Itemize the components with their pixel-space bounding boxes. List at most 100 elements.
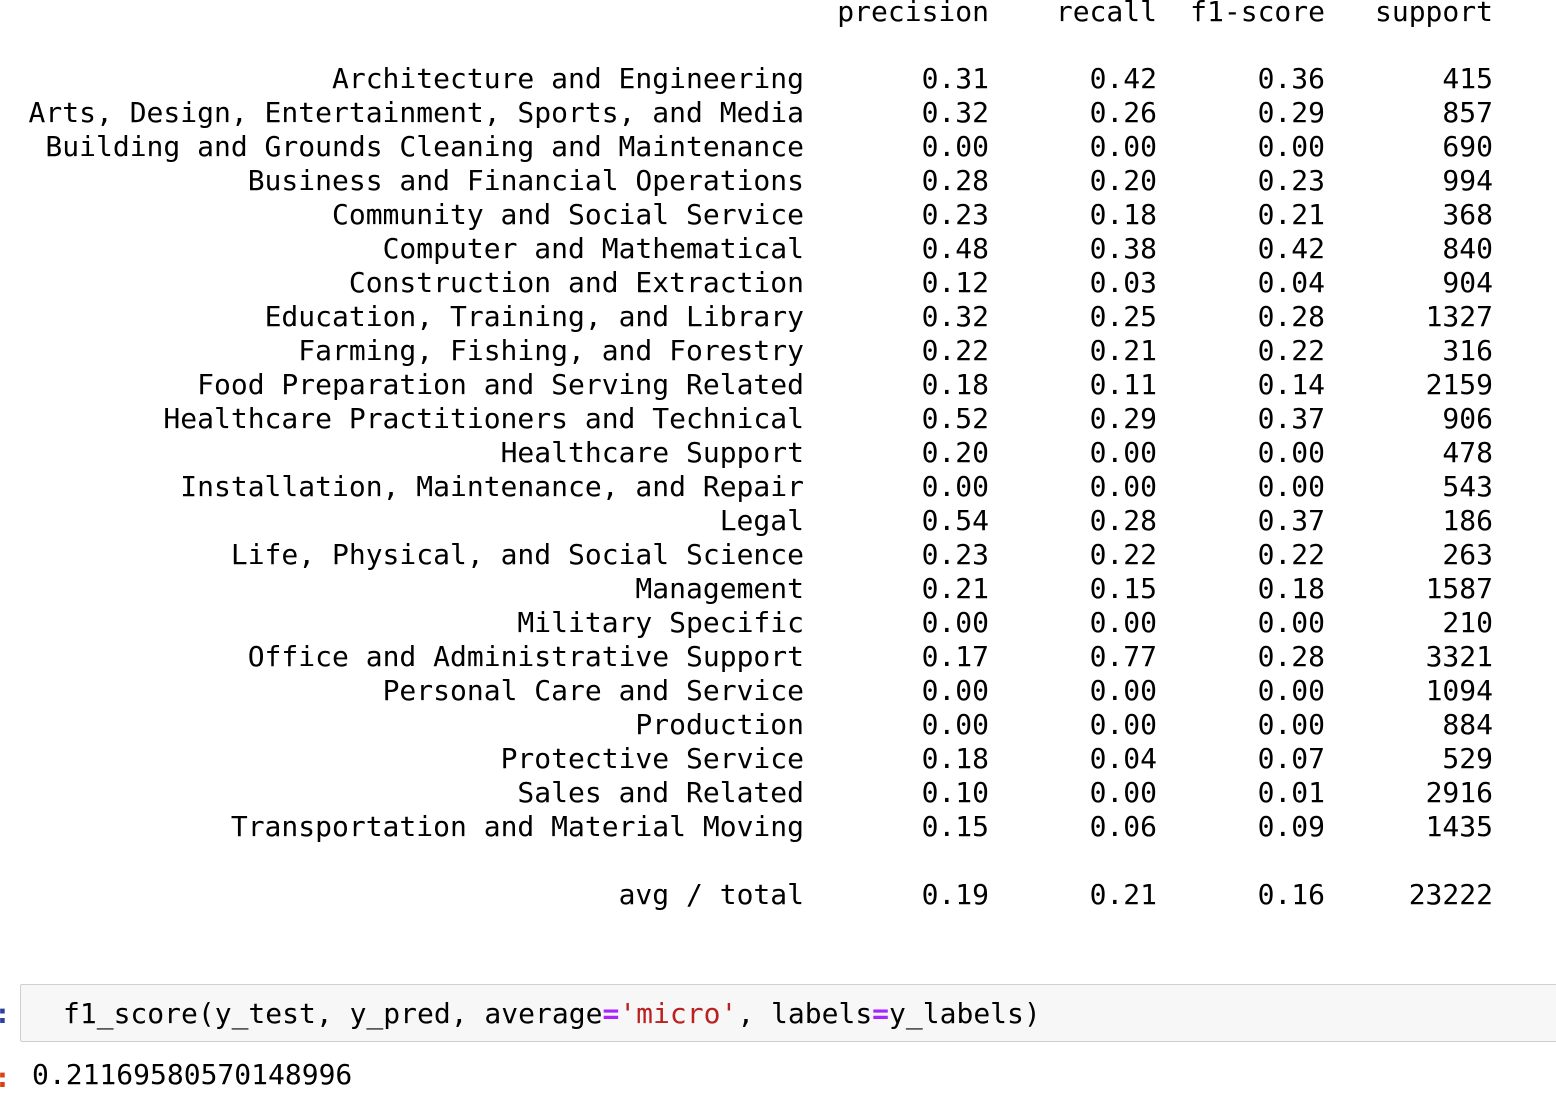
header-f1-score: f1-score <box>1190 0 1325 28</box>
cell-output: 0.21169580570148996 <box>32 1058 353 1091</box>
row-recall: 0.11 <box>1089 368 1157 401</box>
row-support: 2916 <box>1425 776 1493 809</box>
row-recall: 0.00 <box>1089 436 1157 469</box>
code-input-area[interactable]: f1_score(y_test, y_pred, average='micro'… <box>20 984 1556 1042</box>
row-precision: 0.00 <box>921 470 989 503</box>
row-label: Healthcare Support <box>500 436 804 469</box>
row-support: 857 <box>1442 96 1493 129</box>
row-precision: 0.00 <box>921 130 989 163</box>
row-f1-score: 0.01 <box>1257 776 1325 809</box>
header-recall: recall <box>1055 0 1157 28</box>
row-precision: 0.54 <box>921 504 989 537</box>
row-f1-score: 0.23 <box>1257 164 1325 197</box>
row-f1-score: 0.29 <box>1257 96 1325 129</box>
row-support: 1327 <box>1425 300 1493 333</box>
code-token-plain: y_labels) <box>889 997 1041 1030</box>
total-label: avg / total <box>618 878 804 911</box>
row-precision: 0.17 <box>921 640 989 673</box>
row-support: 994 <box>1442 164 1493 197</box>
row-f1-score: 0.18 <box>1257 572 1325 605</box>
row-f1-score: 0.37 <box>1257 402 1325 435</box>
row-recall: 0.00 <box>1089 776 1157 809</box>
row-label: Healthcare Practitioners and Technical <box>163 402 804 435</box>
row-precision: 0.23 <box>921 198 989 231</box>
row-support: 478 <box>1442 436 1493 469</box>
row-f1-score: 0.28 <box>1257 300 1325 333</box>
row-support: 1094 <box>1425 674 1493 707</box>
row-precision: 0.32 <box>921 96 989 129</box>
row-recall: 0.18 <box>1089 198 1157 231</box>
row-label: Architecture and Engineering <box>331 62 804 95</box>
row-recall: 0.25 <box>1089 300 1157 333</box>
row-f1-score: 0.28 <box>1257 640 1325 673</box>
row-label: Farming, Fishing, and Forestry <box>298 334 804 367</box>
row-recall: 0.28 <box>1089 504 1157 537</box>
row-support: 884 <box>1442 708 1493 741</box>
row-f1-score: 0.00 <box>1257 606 1325 639</box>
row-precision: 0.10 <box>921 776 989 809</box>
row-recall: 0.22 <box>1089 538 1157 571</box>
row-support: 1435 <box>1425 810 1493 843</box>
code-line[interactable]: f1_score(y_test, y_pred, average='micro'… <box>63 997 1041 1031</box>
row-recall: 0.00 <box>1089 606 1157 639</box>
row-recall: 0.00 <box>1089 708 1157 741</box>
row-label: Education, Training, and Library <box>264 300 804 333</box>
row-f1-score: 0.09 <box>1257 810 1325 843</box>
row-recall: 0.29 <box>1089 402 1157 435</box>
code-token-plain: f1_score(y_test, y_pred, average <box>63 997 603 1030</box>
header-support: support <box>1374 0 1493 28</box>
row-f1-score: 0.36 <box>1257 62 1325 95</box>
row-precision: 0.00 <box>921 708 989 741</box>
row-support: 186 <box>1442 504 1493 537</box>
row-label: Office and Administrative Support <box>247 640 804 673</box>
row-label: Computer and Mathematical <box>382 232 804 265</box>
row-precision: 0.00 <box>921 674 989 707</box>
row-support: 415 <box>1442 62 1493 95</box>
row-label: Arts, Design, Entertainment, Sports, and… <box>28 96 804 129</box>
row-recall: 0.15 <box>1089 572 1157 605</box>
row-support: 906 <box>1442 402 1493 435</box>
input-prompt: : <box>0 994 6 1034</box>
row-label: Building and Grounds Cleaning and Mainte… <box>45 130 804 163</box>
row-precision: 0.31 <box>921 62 989 95</box>
row-precision: 0.22 <box>921 334 989 367</box>
row-precision: 0.52 <box>921 402 989 435</box>
row-f1-score: 0.37 <box>1257 504 1325 537</box>
row-f1-score: 0.07 <box>1257 742 1325 775</box>
row-precision: 0.48 <box>921 232 989 265</box>
row-label: Construction and Extraction <box>348 266 804 299</box>
row-label: Life, Physical, and Social Science <box>230 538 804 571</box>
row-recall: 0.77 <box>1089 640 1157 673</box>
row-recall: 0.38 <box>1089 232 1157 265</box>
row-support: 316 <box>1442 334 1493 367</box>
row-precision: 0.21 <box>921 572 989 605</box>
row-f1-score: 0.21 <box>1257 198 1325 231</box>
row-support: 210 <box>1442 606 1493 639</box>
header-precision: precision <box>837 0 989 28</box>
row-label: Installation, Maintenance, and Repair <box>180 470 804 503</box>
code-token-plain: , labels <box>737 997 873 1030</box>
total-recall: 0.21 <box>1089 878 1157 911</box>
row-label: Sales and Related <box>517 776 804 809</box>
total-support: 23222 <box>1408 878 1493 911</box>
row-recall: 0.00 <box>1089 470 1157 503</box>
row-f1-score: 0.00 <box>1257 436 1325 469</box>
row-recall: 0.42 <box>1089 62 1157 95</box>
row-f1-score: 0.42 <box>1257 232 1325 265</box>
row-support: 263 <box>1442 538 1493 571</box>
row-recall: 0.20 <box>1089 164 1157 197</box>
row-label: Protective Service <box>500 742 804 775</box>
row-support: 1587 <box>1425 572 1493 605</box>
code-cell[interactable]: : f1_score(y_test, y_pred, average='micr… <box>0 984 1556 1044</box>
row-recall: 0.04 <box>1089 742 1157 775</box>
row-label: Transportation and Material Moving <box>230 810 804 843</box>
output-prompt: : <box>0 1058 6 1098</box>
row-recall: 0.21 <box>1089 334 1157 367</box>
row-recall: 0.03 <box>1089 266 1157 299</box>
row-support: 690 <box>1442 130 1493 163</box>
row-label: Business and Financial Operations <box>247 164 804 197</box>
row-label: Community and Social Service <box>331 198 804 231</box>
row-label: Production <box>635 708 804 741</box>
code-token-op: = <box>602 997 620 1030</box>
row-f1-score: 0.00 <box>1257 708 1325 741</box>
